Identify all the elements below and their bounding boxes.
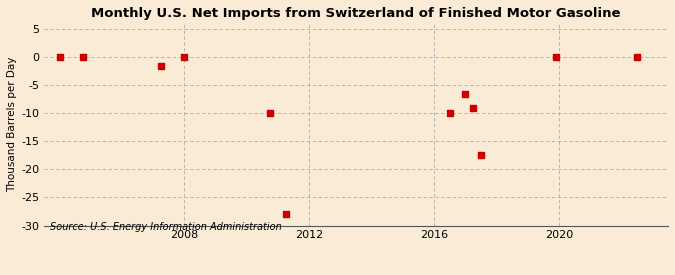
Point (156, 64, 167, 68)
Point (475, 153, 486, 158)
Y-axis label: Thousand Barrels per Day: Thousand Barrels per Day (7, 57, 17, 192)
Point (444, 111, 455, 116)
Point (265, 111, 275, 116)
Point (460, 92, 470, 96)
Point (54, 55, 65, 60)
Title: Monthly U.S. Net Imports from Switzerland of Finished Motor Gasoline: Monthly U.S. Net Imports from Switzerlan… (91, 7, 621, 20)
Text: Source: U.S. Energy Information Administration: Source: U.S. Energy Information Administ… (51, 222, 282, 232)
Point (281, 212, 292, 216)
Point (631, 55, 642, 60)
Point (468, 106, 479, 110)
Point (78, 55, 88, 60)
Point (550, 55, 561, 60)
Point (179, 55, 190, 60)
